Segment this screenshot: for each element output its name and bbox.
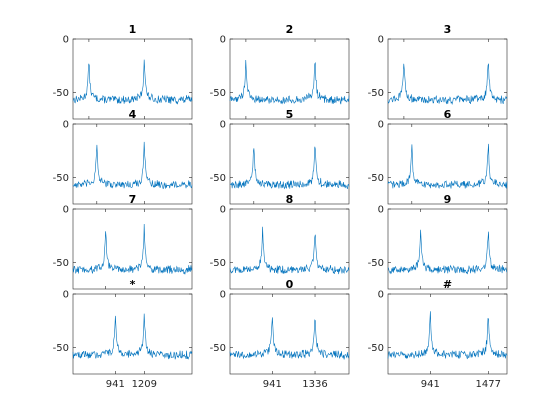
y-tick-label: -50 bbox=[210, 258, 226, 269]
subplot-title: * bbox=[130, 278, 136, 291]
y-tick-label: 0 bbox=[378, 290, 384, 301]
x-tick-label: 941 bbox=[106, 379, 125, 390]
y-tick-label: 0 bbox=[63, 205, 69, 216]
y-tick-label: 0 bbox=[63, 290, 69, 301]
subplot-title: 9 bbox=[444, 193, 452, 206]
y-tick-label: -50 bbox=[210, 88, 226, 99]
subplot-9: 0-5085214779 bbox=[368, 193, 508, 305]
spectrum-series bbox=[229, 146, 350, 190]
axes-box bbox=[72, 38, 193, 120]
subplot-title: 0 bbox=[286, 278, 294, 291]
y-tick-label: -50 bbox=[210, 173, 226, 184]
x-tick-label: 1477 bbox=[476, 379, 501, 390]
subplot-10: 0 -50 941 1209 * bbox=[53, 278, 193, 390]
subplot-1: 0-5069712091 bbox=[53, 23, 193, 135]
spectrum-series bbox=[72, 224, 193, 275]
spectrum-series bbox=[72, 59, 193, 105]
spectrum-series bbox=[72, 141, 193, 190]
axes-box bbox=[229, 208, 350, 290]
subplot-6: 0-5077014776 bbox=[368, 108, 508, 220]
y-tick-label: 0 bbox=[220, 120, 226, 131]
y-tick-label: 0 bbox=[63, 120, 69, 131]
axes-box bbox=[229, 293, 350, 375]
y-tick-label: -50 bbox=[368, 343, 384, 354]
x-tick-label: 1209 bbox=[132, 379, 157, 390]
y-tick-label: 0 bbox=[63, 35, 69, 46]
subplot-5: 0-5077013365 bbox=[210, 108, 350, 220]
y-tick-label: -50 bbox=[368, 173, 384, 184]
y-tick-label: -50 bbox=[53, 258, 69, 269]
y-tick-label: -50 bbox=[210, 343, 226, 354]
subplot-title: 3 bbox=[444, 23, 452, 36]
y-tick-label: -50 bbox=[53, 88, 69, 99]
y-tick-label: -50 bbox=[53, 173, 69, 184]
x-tick-label: 941 bbox=[263, 379, 282, 390]
spectrum-series bbox=[229, 226, 350, 275]
y-tick-label: 0 bbox=[220, 35, 226, 46]
subplot-7: 0-5085212097 bbox=[53, 193, 193, 305]
subplot-title: 6 bbox=[444, 108, 452, 121]
subplot-11: 0 -50 941 1336 0 bbox=[210, 278, 350, 390]
subplot-title: # bbox=[443, 278, 452, 291]
subplot-3: 0-5069714773 bbox=[368, 23, 508, 135]
axes-box bbox=[229, 123, 350, 205]
axes-box bbox=[72, 208, 193, 290]
y-tick-label: 0 bbox=[378, 35, 384, 46]
y-tick-label: 0 bbox=[378, 120, 384, 131]
axes-box bbox=[229, 38, 350, 120]
spectrum-series bbox=[72, 313, 193, 360]
subplot-8: 0-5085213368 bbox=[210, 193, 350, 305]
subplot-title: 1 bbox=[129, 23, 137, 36]
subplot-title: 2 bbox=[286, 23, 294, 36]
spectrum-series bbox=[229, 60, 350, 105]
y-tick-label: -50 bbox=[368, 88, 384, 99]
y-tick-label: 0 bbox=[378, 205, 384, 216]
subplot-title: 5 bbox=[286, 108, 294, 121]
axes-box bbox=[72, 293, 193, 375]
y-tick-label: -50 bbox=[53, 343, 69, 354]
spectrum-series bbox=[229, 317, 350, 360]
subplot-4: 0-5077012094 bbox=[53, 108, 193, 220]
spectrum-series bbox=[387, 143, 508, 189]
subplot-title: 4 bbox=[129, 108, 137, 121]
spectrum-series bbox=[387, 63, 508, 106]
y-tick-label: -50 bbox=[368, 258, 384, 269]
y-tick-label: 0 bbox=[220, 290, 226, 301]
axes-box bbox=[72, 123, 193, 205]
spectrum-series bbox=[387, 229, 508, 275]
spectrum-series bbox=[387, 311, 508, 360]
subplot-2: 0-5069713362 bbox=[210, 23, 350, 135]
x-tick-label: 941 bbox=[421, 379, 440, 390]
subplot-title: 8 bbox=[286, 193, 294, 206]
x-tick-label: 1336 bbox=[302, 379, 327, 390]
subplot-12: 0 -50 941 1477 # bbox=[368, 278, 508, 390]
y-tick-label: 0 bbox=[220, 205, 226, 216]
subplot-title: 7 bbox=[129, 193, 137, 206]
